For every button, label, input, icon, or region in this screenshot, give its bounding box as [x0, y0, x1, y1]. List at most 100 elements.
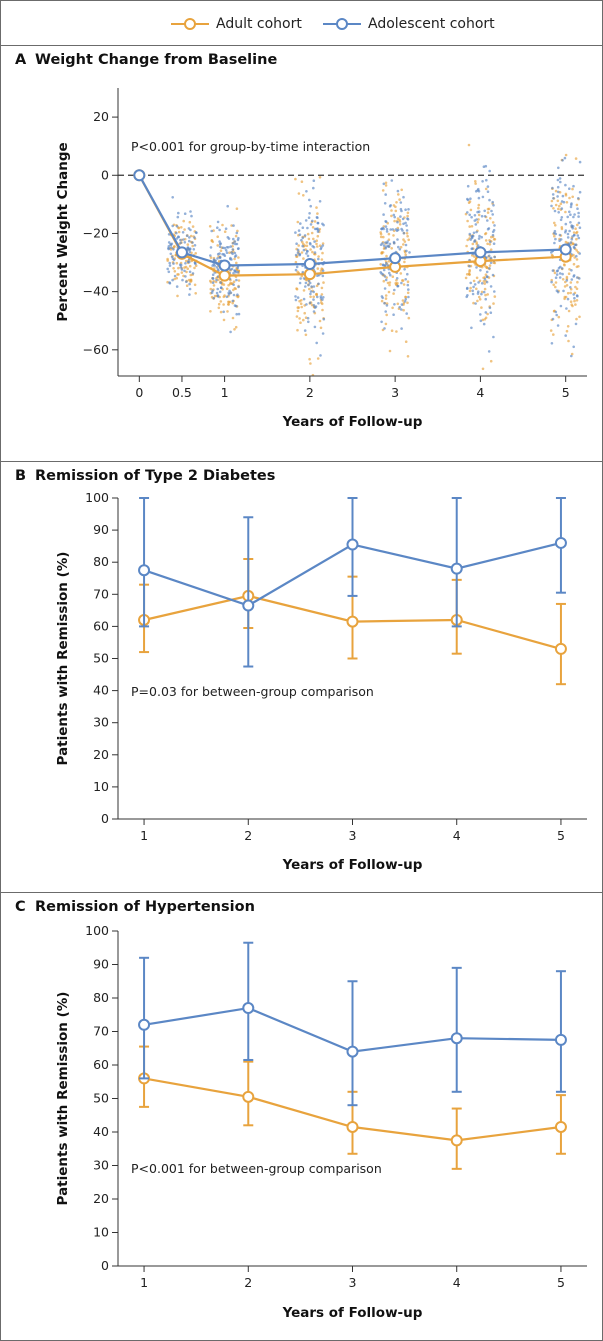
- individual-point: [166, 267, 169, 271]
- individual-point: [216, 287, 219, 291]
- legend-item-adolescent: Adolescent cohort: [323, 15, 495, 33]
- individual-point: [558, 204, 561, 208]
- individual-point: [395, 330, 398, 333]
- individual-point: [486, 190, 490, 193]
- individual-point: [400, 303, 404, 306]
- individual-point: [467, 143, 471, 147]
- individual-point: [572, 184, 575, 188]
- individual-point: [302, 318, 305, 322]
- individual-point: [554, 285, 557, 289]
- individual-point: [235, 261, 238, 265]
- individual-point: [233, 304, 237, 307]
- individual-point: [193, 266, 196, 270]
- individual-point: [569, 221, 572, 224]
- individual-point: [215, 266, 219, 269]
- individual-point: [308, 198, 311, 202]
- individual-point: [294, 231, 297, 234]
- individual-point: [392, 313, 395, 317]
- individual-point: [550, 204, 553, 208]
- individual-point: [385, 254, 388, 258]
- individual-point: [384, 241, 387, 244]
- individual-point: [188, 236, 191, 239]
- individual-point: [232, 237, 235, 241]
- individual-point: [305, 190, 308, 193]
- individual-point: [210, 239, 214, 242]
- data-point: [346, 1120, 359, 1133]
- individual-point: [226, 236, 230, 239]
- individual-point: [550, 253, 554, 257]
- individual-point: [488, 240, 492, 244]
- individual-point: [321, 332, 325, 335]
- individual-point: [393, 303, 396, 306]
- individual-point: [304, 281, 308, 285]
- individual-point: [553, 271, 557, 275]
- y-tick-label: 90: [93, 522, 109, 537]
- x-tick-label: 2: [306, 385, 314, 400]
- individual-point: [395, 277, 399, 280]
- individual-point: [558, 177, 562, 180]
- individual-point: [554, 237, 557, 241]
- individual-point: [295, 265, 299, 269]
- individual-point: [213, 264, 216, 267]
- x-axis-title: Years of Follow-up: [282, 857, 423, 873]
- individual-point: [553, 234, 556, 238]
- individual-point: [471, 292, 475, 296]
- individual-point: [565, 279, 569, 282]
- individual-point: [477, 187, 480, 191]
- individual-point: [304, 285, 307, 288]
- individual-point: [396, 302, 400, 306]
- individual-point: [186, 243, 190, 246]
- individual-point: [218, 245, 222, 249]
- individual-point: [399, 245, 403, 249]
- individual-point: [464, 276, 468, 280]
- divider-a-b: [1, 461, 602, 462]
- data-point: [554, 536, 567, 549]
- individual-point: [477, 210, 481, 213]
- individual-point: [465, 295, 469, 299]
- individual-point: [576, 207, 579, 210]
- individual-point: [304, 316, 308, 320]
- individual-point: [232, 283, 235, 286]
- individual-point: [571, 187, 574, 191]
- individual-point: [231, 248, 235, 251]
- individual-point: [401, 279, 404, 282]
- individual-point: [481, 318, 485, 322]
- individual-point: [572, 345, 575, 349]
- individual-point: [209, 281, 213, 284]
- individual-point: [231, 252, 234, 256]
- individual-point: [321, 308, 324, 312]
- individual-point: [402, 243, 405, 246]
- individual-point: [391, 275, 395, 278]
- individual-point: [167, 241, 171, 244]
- individual-point: [577, 236, 581, 240]
- individual-point: [300, 305, 304, 309]
- individual-point: [229, 291, 233, 294]
- individual-point: [472, 301, 475, 305]
- individual-point: [320, 301, 323, 304]
- individual-point: [407, 238, 411, 242]
- individual-point: [316, 274, 319, 277]
- individual-point: [211, 281, 215, 284]
- individual-point: [387, 232, 391, 236]
- individual-point: [391, 306, 394, 310]
- individual-point: [407, 288, 410, 291]
- individual-point: [216, 235, 219, 238]
- individual-point: [482, 322, 486, 326]
- individual-point: [225, 251, 229, 254]
- individual-point: [193, 244, 197, 247]
- panel-a-title: A Weight Change from Baseline: [15, 52, 277, 68]
- individual-point: [316, 357, 320, 360]
- individual-point: [232, 224, 235, 227]
- individual-point: [493, 224, 496, 227]
- individual-point: [315, 242, 318, 246]
- individual-point: [385, 313, 389, 317]
- individual-point: [473, 240, 476, 243]
- data-point: [242, 1090, 255, 1103]
- individual-point: [167, 233, 171, 236]
- individual-point: [225, 295, 229, 299]
- individual-point: [558, 233, 562, 237]
- individual-point: [403, 260, 406, 264]
- individual-point: [473, 283, 477, 286]
- individual-point: [486, 207, 490, 211]
- individual-point: [403, 240, 407, 243]
